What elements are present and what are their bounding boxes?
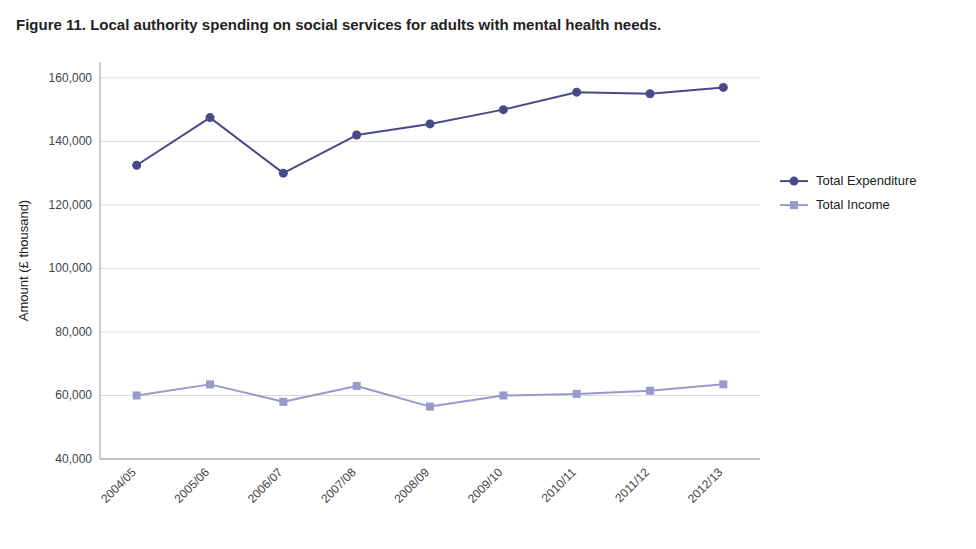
data-point [426,119,435,128]
x-axis: 2004/05 2005/06 2006/07 2007/08 2008/09 2009/… [98,465,725,506]
data-point [206,113,215,122]
x-tick-label: 2011/12 [612,465,652,505]
legend: Total Expenditure Total Income [780,173,916,212]
grid-line [100,459,760,460]
data-point [646,89,655,98]
legend-marker [790,177,799,186]
data-point [572,88,581,97]
data-point [499,391,507,399]
y-tick-label: 40,000 [55,452,92,466]
data-point [719,380,727,388]
x-tick-label: 2012/13 [685,465,726,506]
x-tick-label: 2009/10 [465,465,506,506]
data-point [206,380,214,388]
y-axis-label: Amount (£ thousand) [16,200,31,321]
x-tick-label: 2006/07 [245,465,286,506]
grid-line [100,141,760,142]
legend-marker [790,201,798,209]
y-axis: 40,000 60,000 80,000 100,000 120,000 140,000 1… [49,62,760,466]
legend-label: Total Expenditure [816,173,916,188]
x-tick-label: 2004/05 [98,465,139,506]
y-tick-label: 140,000 [49,134,93,148]
grid-line [100,395,760,396]
data-point [279,169,288,178]
y-tick-label: 60,000 [55,388,92,402]
y-tick-label: 100,000 [49,261,93,275]
grid-line [100,77,760,78]
title: Figure 11. Local authority spending on s… [16,16,661,33]
y-tick-label: 120,000 [49,198,93,212]
legend-label: Total Income [816,197,890,212]
grid-line [100,331,760,332]
y-tick-label: 160,000 [49,71,93,85]
x-tick-label: 2008/09 [392,465,433,506]
series-line [137,87,724,173]
grid-line [100,268,760,269]
y-axis-line [100,62,101,459]
data-point [646,387,654,395]
data-point [426,403,434,411]
data-point [132,161,141,170]
plot-area [132,83,728,411]
data-point [573,390,581,398]
chart: Figure 11. Local authority spending on s… [0,0,976,549]
x-tick-label: 2007/08 [318,465,359,506]
data-point [279,398,287,406]
x-tick-label: 2005/06 [172,465,213,506]
data-point [133,391,141,399]
data-point [353,382,361,390]
data-point [499,105,508,114]
grid-line [100,204,760,205]
data-point [719,83,728,92]
x-axis-line [100,459,760,460]
y-tick-label: 80,000 [55,325,92,339]
x-tick-label: 2010/11 [539,465,579,505]
data-point [352,131,361,140]
